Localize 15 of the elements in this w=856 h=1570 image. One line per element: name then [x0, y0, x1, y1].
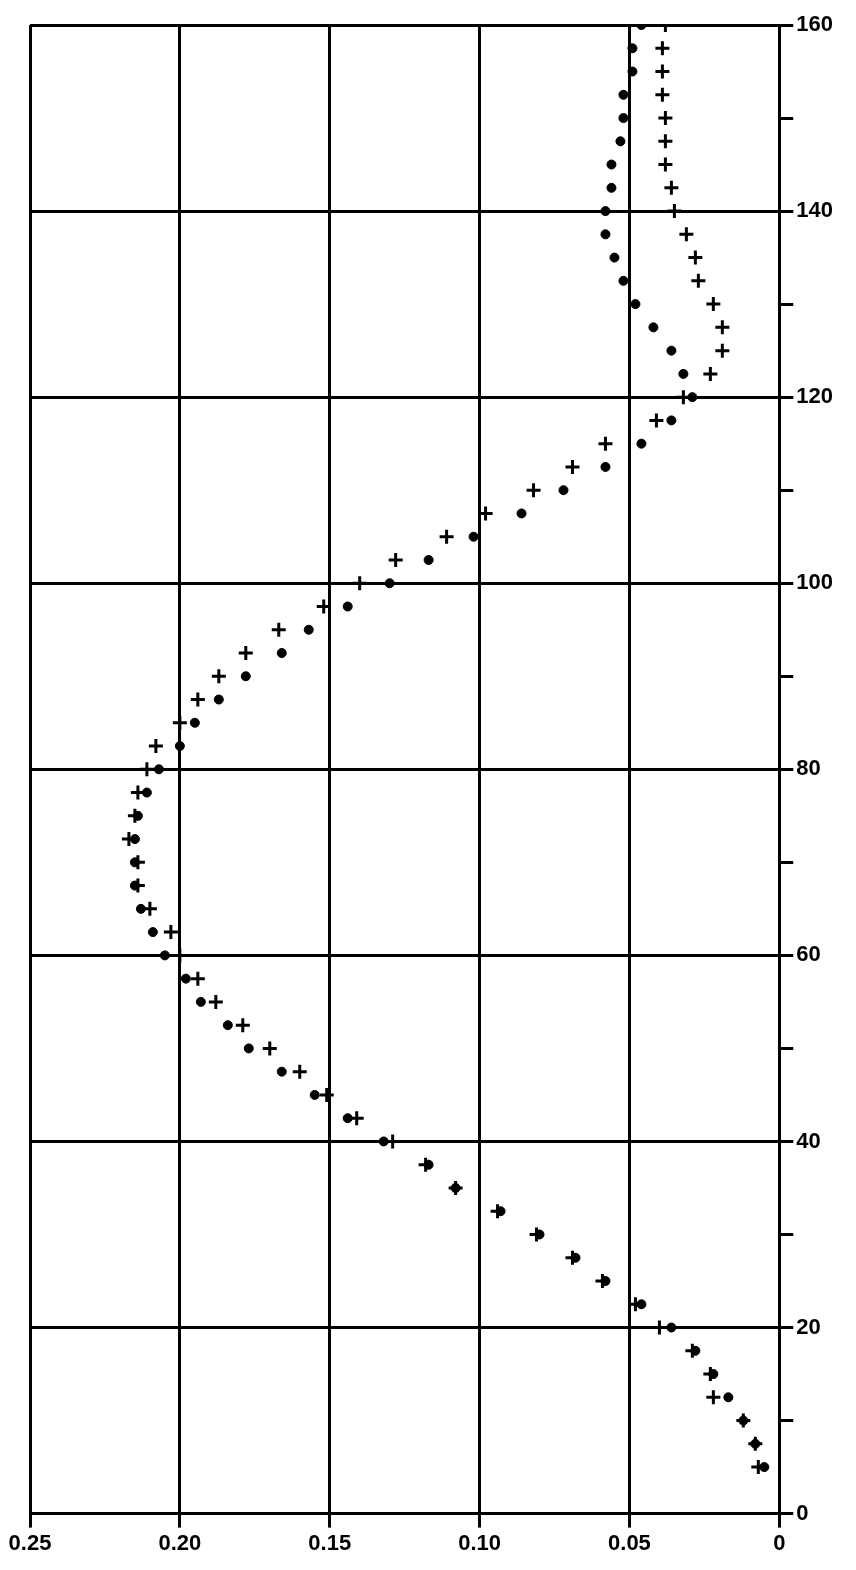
x-tick-label: 0.15 — [308, 1529, 352, 1555]
y-tick-label: 100 — [796, 569, 834, 595]
y-tick-label: 140 — [796, 197, 834, 223]
y-tick-label: 160 — [796, 11, 834, 37]
y-tick-label: 80 — [796, 755, 821, 781]
y-tick-label: 0 — [796, 1499, 809, 1525]
x-tick-label: 0.05 — [608, 1529, 651, 1555]
y-tick-label: 40 — [796, 1127, 821, 1153]
y-tick-label: 20 — [796, 1313, 821, 1339]
y-tick-label: 60 — [796, 941, 821, 967]
x-tick-label: 0.20 — [158, 1529, 202, 1555]
x-tick-label: 0.10 — [458, 1529, 501, 1555]
y-tick-label: 120 — [796, 383, 834, 409]
x-tick-label: 0.25 — [8, 1529, 52, 1555]
x-tick-label: 0 — [773, 1529, 786, 1555]
